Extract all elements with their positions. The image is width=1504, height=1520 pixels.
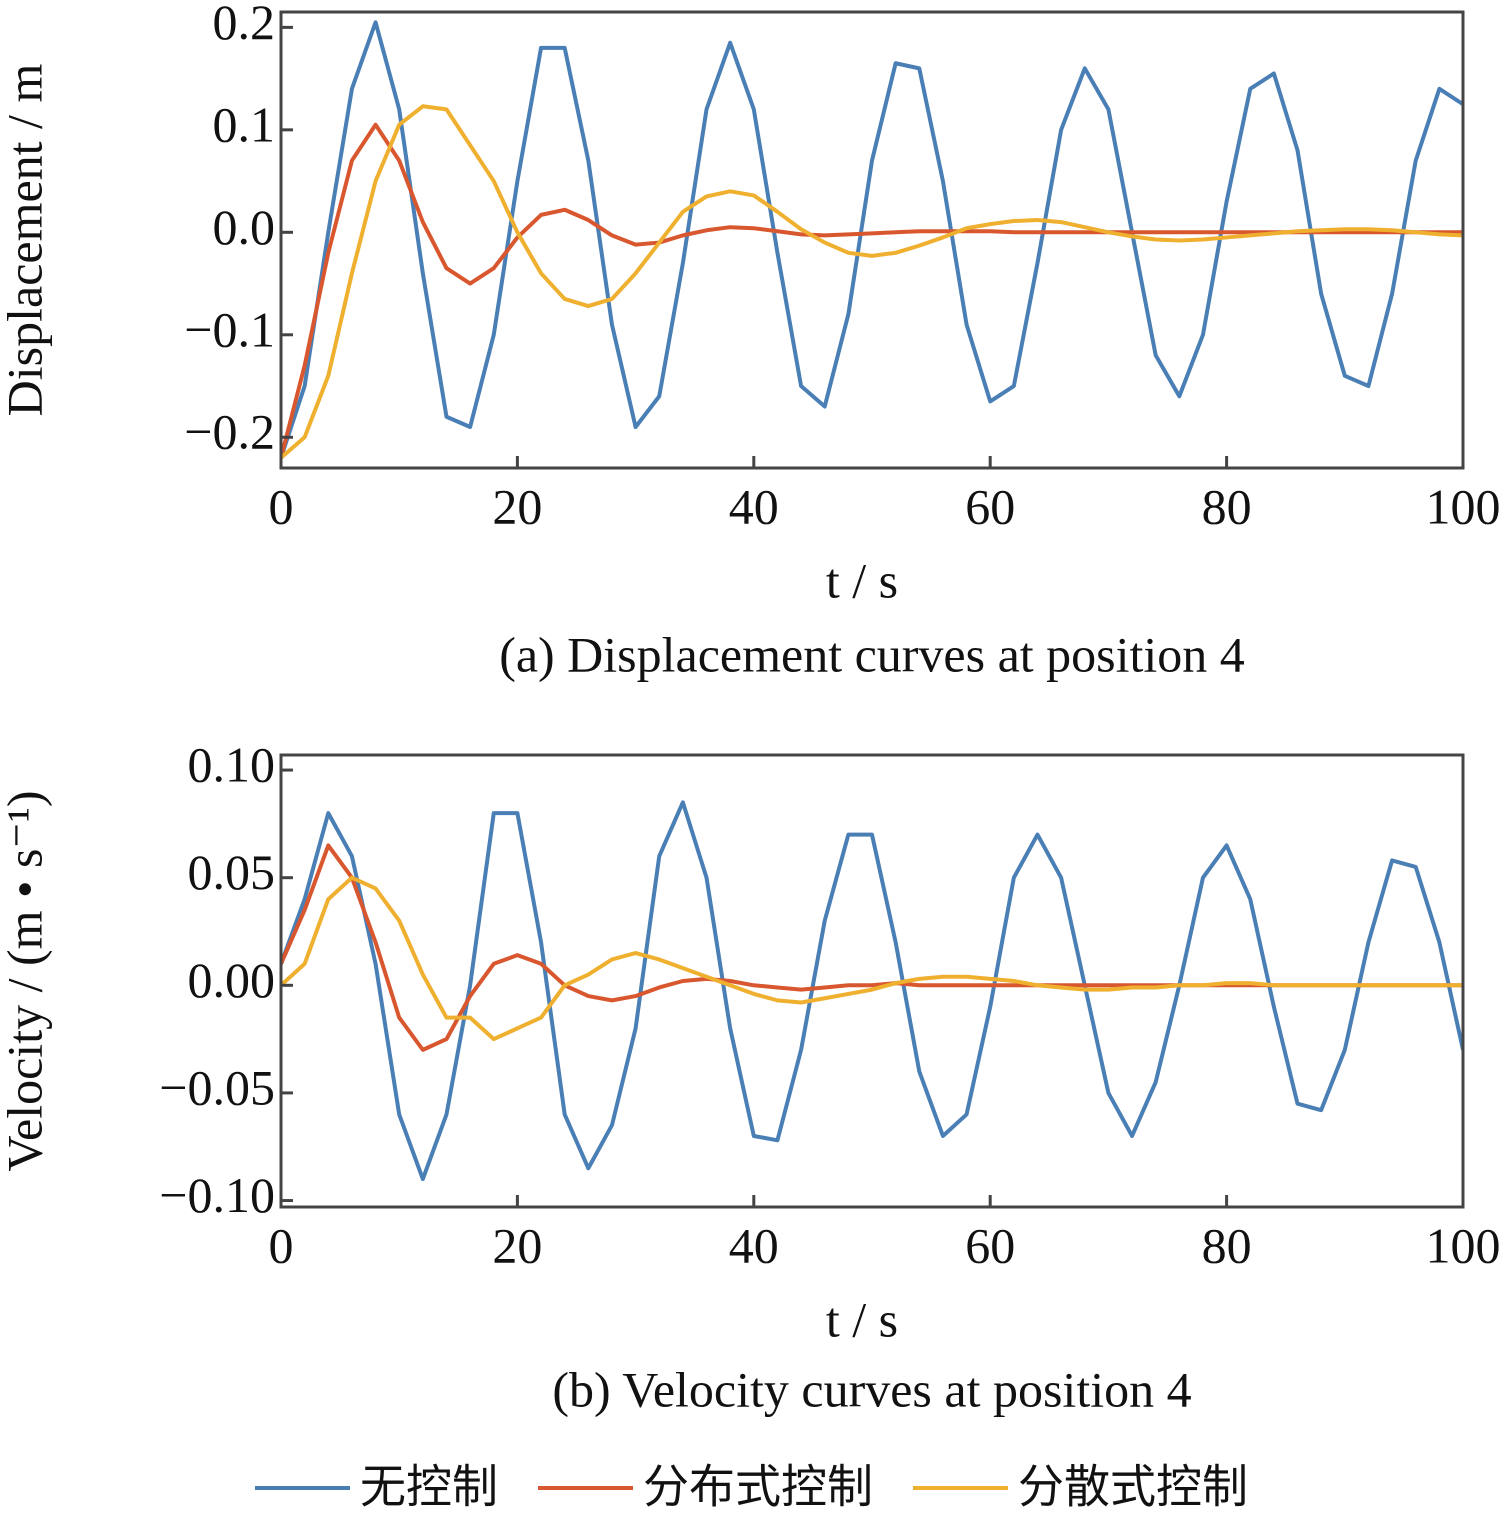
x-tick-label: 40 (729, 1217, 779, 1273)
y-tick-label: −0.1 (184, 301, 275, 357)
y-tick-label: −0.2 (184, 404, 275, 460)
x-tick-label: 60 (965, 478, 1015, 534)
series-line (281, 122, 1463, 459)
caption: (b) Velocity curves at position 4 (552, 1361, 1191, 1417)
y-tick-label: 0.2 (213, 0, 276, 50)
y-tick-label: 0.05 (188, 844, 276, 900)
x-tick-label: 0 (269, 478, 294, 534)
x-tick-label: 40 (729, 478, 779, 534)
y-tick-label: 0.10 (188, 737, 276, 793)
caption: (a) Displacement curves at position 4 (499, 626, 1245, 682)
y-tick-label: 0.0 (213, 199, 276, 255)
x-tick-label: 0 (269, 1217, 294, 1273)
plot-frame (279, 10, 1465, 470)
x-tick-label: 100 (1426, 1217, 1501, 1273)
series-line (281, 104, 1463, 460)
x-tick-label: 20 (492, 1217, 542, 1273)
x-axis-label: t / s (826, 552, 898, 608)
y-axis-label: Displacement / m (0, 64, 52, 417)
series-line (281, 800, 1463, 1182)
x-tick-label: 80 (1202, 1217, 1252, 1273)
y-axis-label: Velocity / (m • s⁻¹) (0, 790, 52, 1171)
x-tick-label: 80 (1202, 478, 1252, 534)
y-tick-label: 0.1 (213, 96, 276, 152)
legend-label: 无控制 (360, 1460, 498, 1514)
y-tick-label: −0.10 (159, 1167, 275, 1223)
series-line (281, 20, 1463, 459)
y-tick-label: 0.00 (188, 952, 276, 1008)
legend-label: 分散式控制 (1018, 1460, 1248, 1514)
series-line (281, 875, 1463, 1042)
x-tick-label: 20 (492, 478, 542, 534)
x-axis-label: t / s (826, 1291, 898, 1347)
x-tick-label: 60 (965, 1217, 1015, 1273)
plot-frame (279, 753, 1465, 1209)
legend-label: 分布式控制 (643, 1460, 873, 1514)
x-tick-label: 100 (1426, 478, 1501, 534)
y-tick-label: −0.05 (159, 1059, 275, 1115)
